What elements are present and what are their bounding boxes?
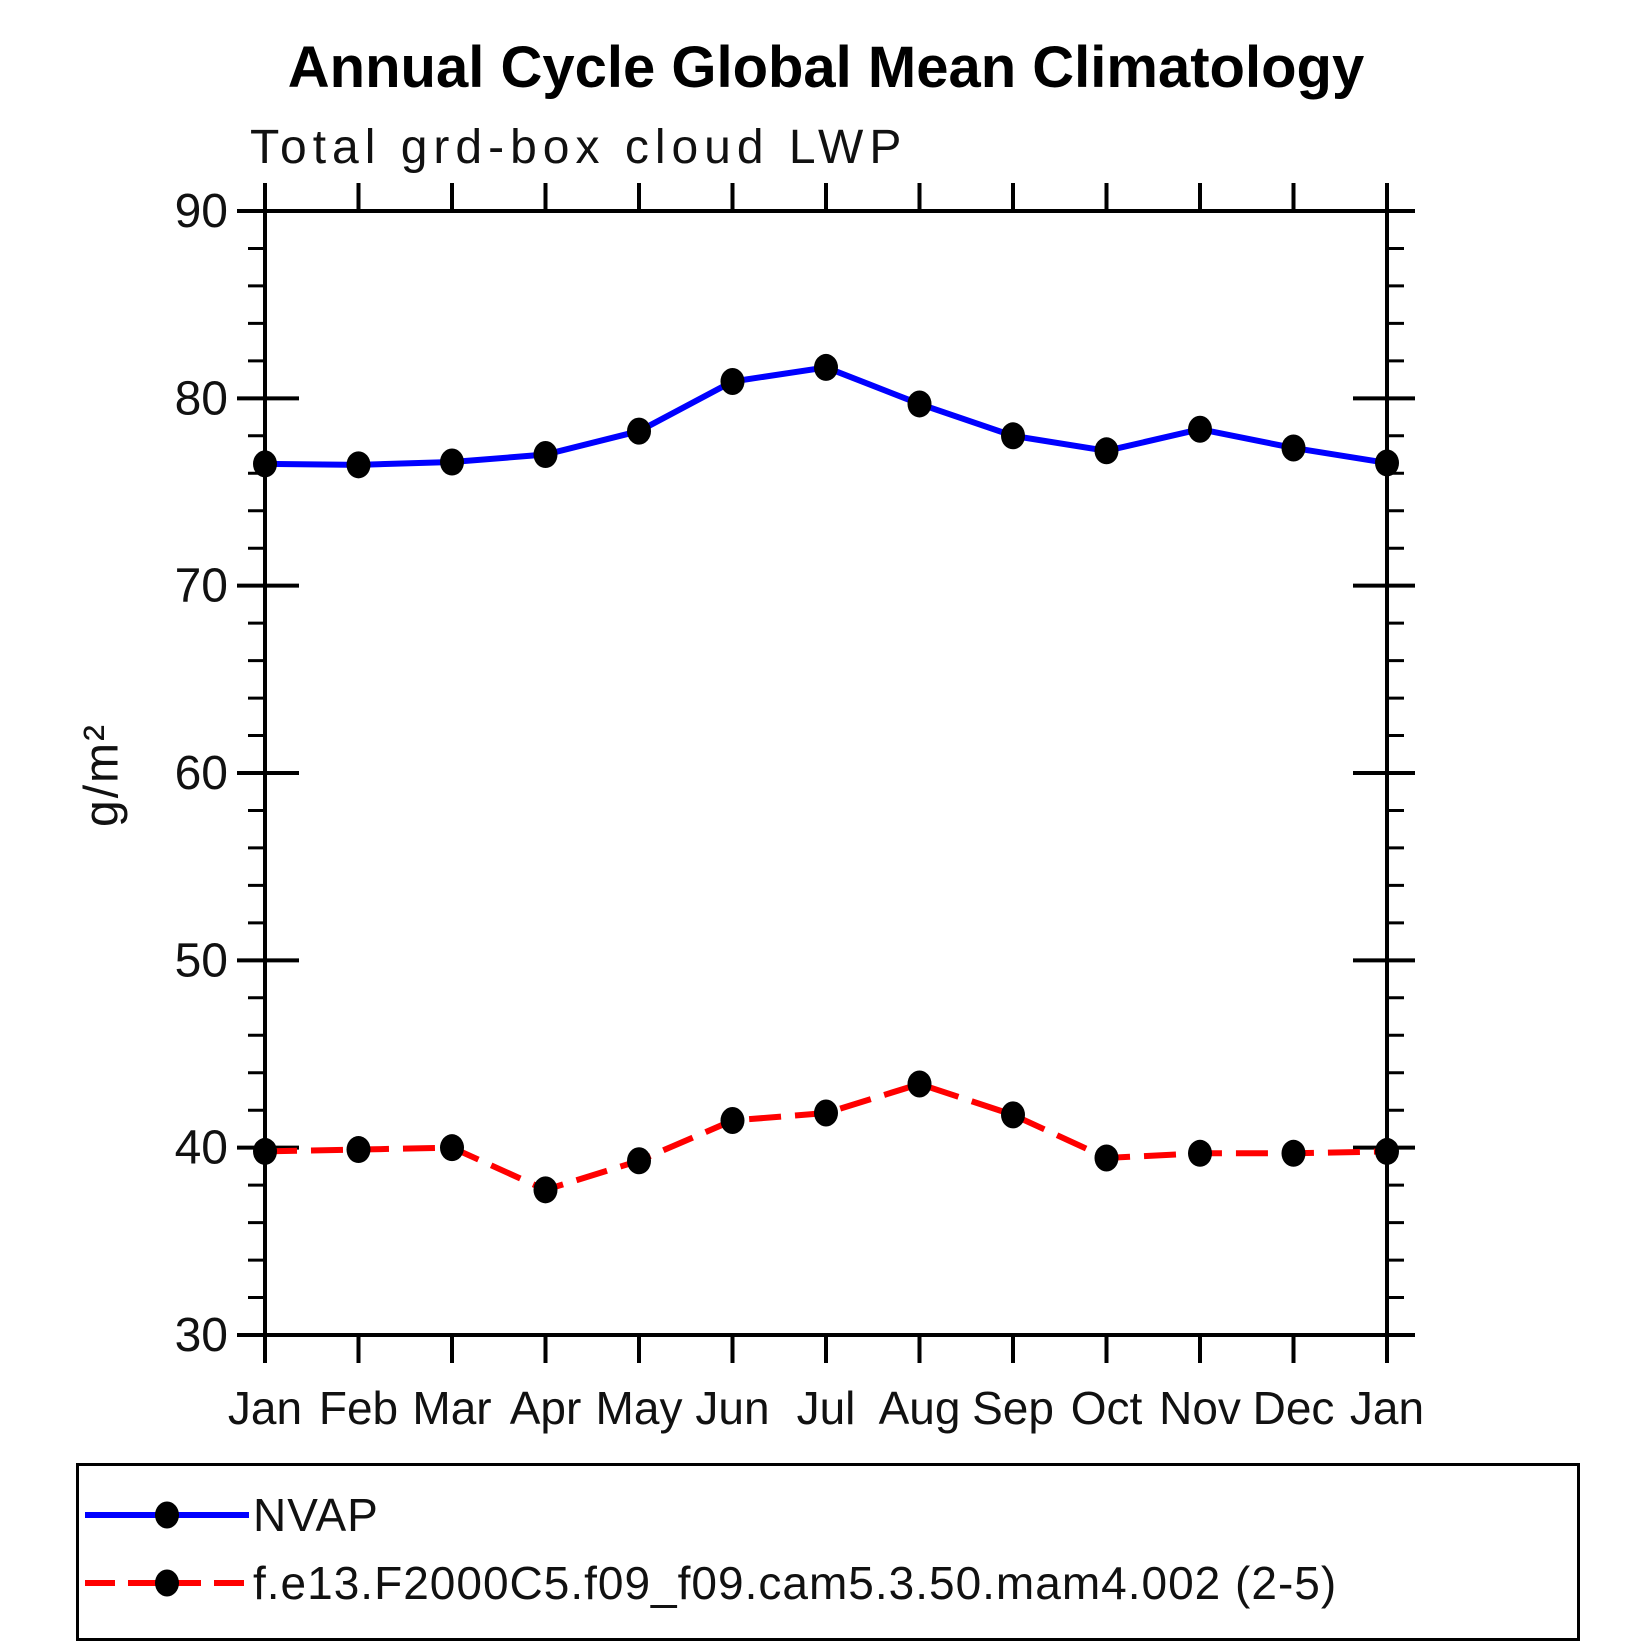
x-tick-label: Feb [319, 1382, 398, 1434]
series-0-marker [814, 353, 838, 381]
series-1-marker [1188, 1139, 1212, 1167]
series-0-marker [627, 417, 651, 445]
x-tick-label: Jul [797, 1382, 856, 1434]
series-0-marker [533, 441, 558, 469]
legend: NVAP f.e13.F2000C5.f09_f09.cam5.3.50.mam… [76, 1463, 1580, 1641]
chart-subtitle: Total grd-box cloud LWP [250, 121, 908, 174]
y-tick-label: 80 [175, 372, 228, 425]
x-tick-label: Dec [1253, 1382, 1335, 1434]
series-1-marker [907, 1070, 932, 1098]
series-1-marker [1375, 1137, 1399, 1165]
x-tick-label: Jan [228, 1382, 302, 1434]
series-line-0 [264, 364, 1388, 468]
series-1-marker [627, 1147, 651, 1175]
y-tick-label: 50 [175, 934, 228, 987]
legend-label-model: f.e13.F2000C5.f09_f09.cam5.3.50.mam4.002… [253, 1557, 1338, 1609]
legend-sample-dashed-line-icon [85, 1569, 249, 1597]
series-1-marker [720, 1107, 745, 1135]
y-tick-label: 30 [175, 1309, 228, 1362]
y-tick-label: 70 [175, 560, 228, 613]
series-0-marker [346, 451, 371, 479]
series-1-marker [1281, 1139, 1306, 1167]
x-tick-label: Apr [510, 1382, 582, 1434]
x-tick-label: Mar [412, 1382, 491, 1434]
series-0-marker [1375, 449, 1399, 477]
series-0-marker [253, 450, 277, 478]
series-1-marker [1094, 1144, 1119, 1172]
series-1-marker [533, 1176, 558, 1204]
series-1-marker [814, 1099, 838, 1127]
legend-sample-solid-line-icon [85, 1501, 249, 1529]
series-0-marker [720, 367, 745, 395]
y-tick-label: 60 [175, 747, 228, 800]
series-0-marker [1001, 422, 1025, 450]
x-tick-label: Sep [972, 1382, 1054, 1434]
series-1-marker [440, 1134, 464, 1162]
y-tick-label: 90 [175, 185, 228, 238]
series-1-marker [1001, 1101, 1025, 1129]
legend-item-model: f.e13.F2000C5.f09_f09.cam5.3.50.mam4.002… [83, 1556, 1337, 1610]
legend-label-nvap: NVAP [253, 1489, 379, 1541]
series-0-marker [907, 390, 932, 418]
series-0-marker [1188, 415, 1212, 443]
y-tick-label: 40 [175, 1122, 228, 1175]
x-tick-label: Aug [879, 1382, 961, 1434]
x-tick-label: May [596, 1382, 683, 1434]
legend-item-nvap: NVAP [83, 1488, 379, 1542]
chart-title: Annual Cycle Global Mean Climatology [287, 35, 1365, 100]
x-tick-label: Nov [1159, 1382, 1241, 1434]
series-0-marker [1281, 434, 1306, 462]
series-1-marker [253, 1137, 277, 1165]
x-tick-label: Jun [695, 1382, 769, 1434]
series-0-marker [440, 448, 464, 476]
x-tick-label: Jan [1350, 1382, 1424, 1434]
x-tick-label: Oct [1071, 1382, 1143, 1434]
series-1-marker [346, 1136, 371, 1164]
series-0-marker [1094, 437, 1119, 465]
